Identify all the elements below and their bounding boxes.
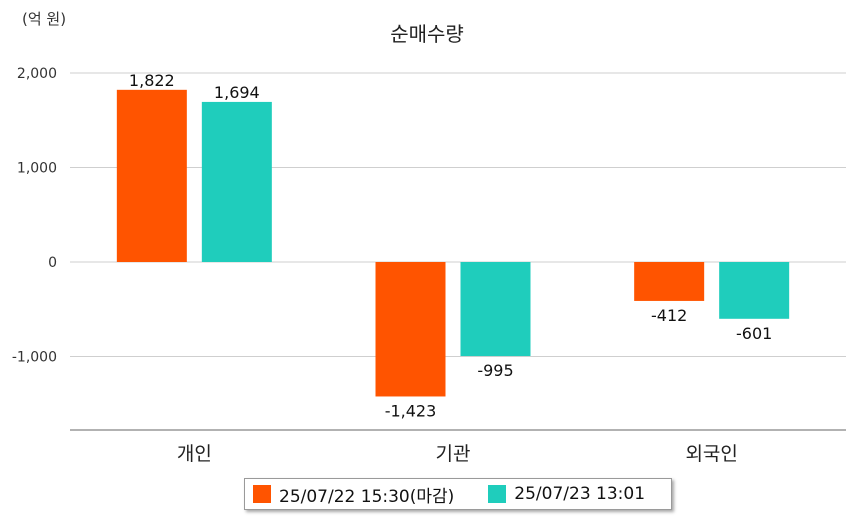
data-label: -1,423	[385, 401, 437, 420]
unit-label: (억 원)	[22, 10, 67, 28]
bar	[460, 262, 531, 357]
bar	[634, 262, 705, 301]
chart-title: 순매수량	[390, 22, 464, 46]
legend-item-series-1[interactable]: 25/07/22 15:30(마감)	[253, 482, 454, 507]
y-tick-label: 2,000	[17, 66, 57, 82]
legend-label-series-2: 25/07/23 13:01	[514, 484, 646, 504]
bar	[719, 262, 790, 319]
bar	[375, 262, 446, 397]
y-tick-label: 0	[48, 255, 57, 271]
x-tick-label: 외국인	[685, 443, 737, 465]
bar	[116, 89, 187, 262]
data-label: -995	[477, 361, 513, 380]
data-label: -412	[651, 306, 687, 325]
y-tick-label: 1,000	[17, 161, 57, 177]
data-label: 1,822	[129, 71, 175, 90]
legend: 25/07/22 15:30(마감) 25/07/23 13:01	[244, 478, 672, 510]
data-label: 1,694	[214, 83, 260, 102]
bar-chart: 2,000 1,000 0 -1,000 1,822 1,694 개인 -1,423 -995 기…	[12, 66, 846, 465]
y-tick-label: -1,000	[12, 350, 57, 366]
legend-swatch-series-2	[488, 485, 507, 503]
legend-label-series-1: 25/07/22 15:30(마감)	[279, 486, 455, 507]
legend-item-series-2[interactable]: 25/07/23 13:01	[488, 484, 645, 504]
x-tick-label: 기관	[436, 443, 471, 465]
data-label: -601	[736, 324, 772, 343]
x-tick-label: 개인	[177, 443, 212, 465]
bar	[201, 101, 272, 263]
legend-swatch-series-1	[253, 485, 271, 503]
